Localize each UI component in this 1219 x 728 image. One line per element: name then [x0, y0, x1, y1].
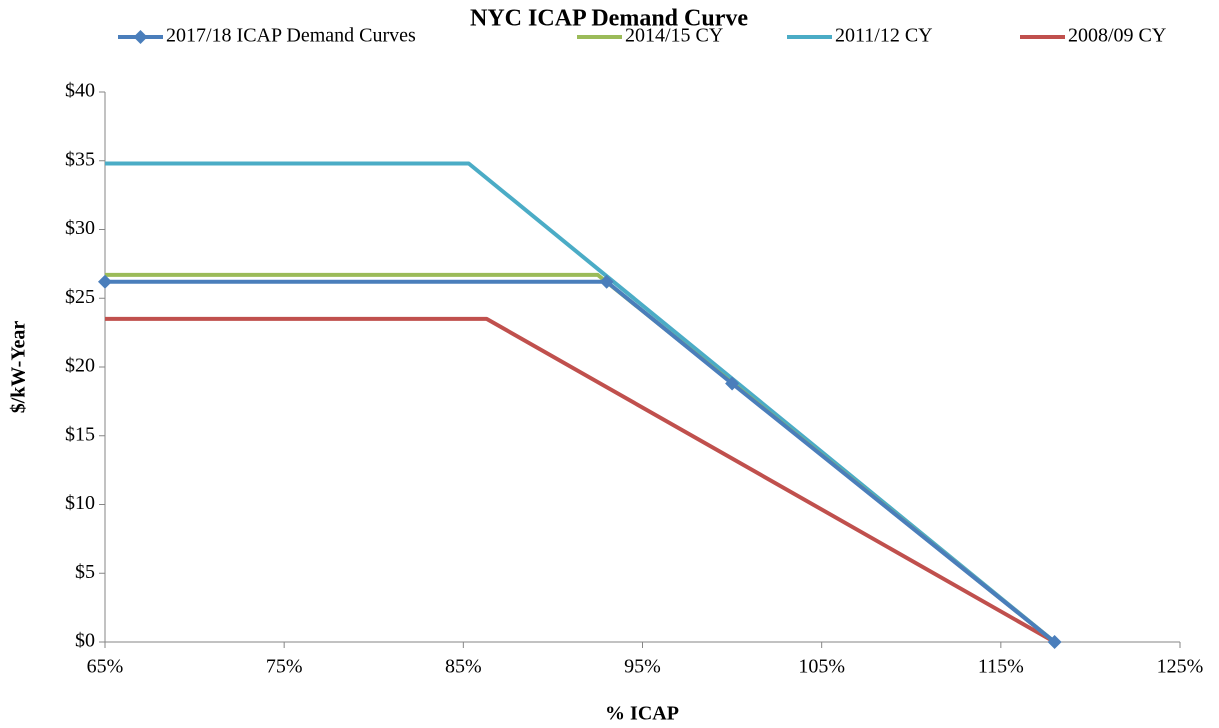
x-tick-label: 115% — [978, 656, 1024, 678]
series-marker — [599, 274, 614, 289]
x-tick-label: 95% — [624, 656, 661, 678]
x-tick-label: 125% — [1157, 656, 1204, 678]
y-tick-label: $40 — [65, 80, 95, 102]
series-marker — [98, 274, 112, 289]
y-tick-label: $25 — [65, 286, 95, 308]
x-tick-label: 105% — [798, 656, 845, 678]
y-tick-label: $15 — [65, 423, 95, 445]
series-line — [105, 279, 1056, 644]
x-tick-label: 85% — [445, 656, 482, 678]
legend-label: 2008/09 CY — [1068, 25, 1166, 47]
series-line — [105, 316, 1056, 644]
series-line — [105, 161, 1056, 644]
legend-label: 2011/12 CY — [835, 25, 933, 47]
series-marker — [1047, 635, 1062, 649]
y-tick-label: $35 — [65, 148, 95, 170]
legend-marker — [133, 30, 148, 44]
x-tick-label: 65% — [87, 656, 124, 678]
series-line — [105, 272, 1056, 644]
y-tick-label: $20 — [65, 355, 95, 377]
x-axis-label: % ICAP — [605, 703, 679, 725]
x-tick-label: 75% — [266, 656, 303, 678]
y-tick-label: $30 — [65, 217, 95, 239]
legend-label: 2014/15 CY — [625, 25, 723, 47]
series-marker — [725, 376, 740, 391]
y-tick-label: $10 — [65, 492, 95, 514]
legend-label: 2017/18 ICAP Demand Curves — [166, 25, 416, 47]
y-tick-label: $0 — [75, 630, 95, 652]
y-tick-label: $5 — [75, 561, 95, 583]
chart-title: NYC ICAP Demand Curve — [470, 6, 748, 32]
y-axis-label: $/kW-Year — [8, 321, 30, 414]
